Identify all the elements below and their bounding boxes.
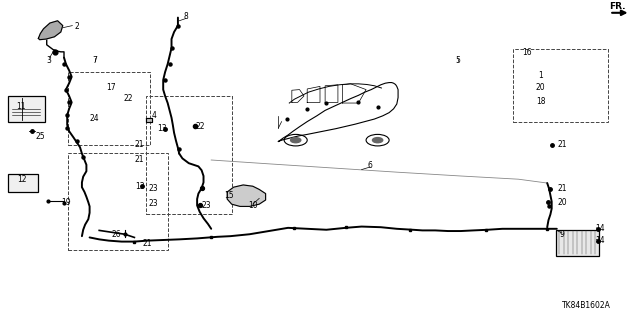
Text: 25: 25: [35, 132, 45, 141]
Polygon shape: [38, 21, 63, 40]
Text: 24: 24: [89, 114, 99, 123]
Text: 2: 2: [74, 22, 79, 31]
FancyBboxPatch shape: [556, 230, 599, 256]
Bar: [68, 72, 150, 145]
Text: 11: 11: [17, 102, 26, 111]
Text: 15: 15: [224, 191, 234, 200]
Text: TK84B1602A: TK84B1602A: [563, 301, 611, 310]
Text: 17: 17: [106, 83, 116, 92]
Text: 10: 10: [248, 201, 258, 210]
Text: 14: 14: [595, 236, 605, 245]
Text: 3: 3: [47, 56, 52, 65]
Text: 8: 8: [183, 12, 188, 21]
Text: 21: 21: [135, 140, 144, 149]
Text: 18: 18: [536, 97, 545, 106]
Text: 20: 20: [536, 83, 546, 92]
Text: 9: 9: [559, 230, 564, 239]
Text: 5: 5: [455, 56, 460, 65]
FancyBboxPatch shape: [8, 96, 45, 122]
Text: 1: 1: [538, 71, 543, 80]
Text: 13: 13: [157, 124, 167, 133]
Text: 21: 21: [557, 140, 566, 149]
Text: 21: 21: [557, 184, 566, 193]
Text: 19: 19: [61, 198, 71, 207]
Text: 21: 21: [135, 156, 144, 164]
Circle shape: [291, 138, 301, 143]
Text: 14: 14: [595, 224, 605, 233]
Text: 21: 21: [143, 239, 152, 248]
Text: 22: 22: [196, 122, 205, 131]
FancyBboxPatch shape: [8, 174, 38, 192]
Text: 23: 23: [202, 201, 212, 210]
Bar: [146, 96, 232, 214]
Text: 6: 6: [367, 161, 372, 170]
Text: 12: 12: [18, 175, 27, 184]
Polygon shape: [227, 185, 266, 206]
Text: 23: 23: [148, 184, 159, 193]
Text: 20: 20: [557, 198, 567, 207]
Circle shape: [372, 138, 383, 143]
Text: 22: 22: [124, 94, 132, 103]
Bar: [513, 49, 608, 122]
Text: 7: 7: [92, 56, 97, 65]
Text: 23: 23: [148, 199, 159, 208]
Polygon shape: [146, 118, 152, 122]
Text: 13: 13: [134, 182, 145, 191]
Text: FR.: FR.: [609, 2, 626, 11]
Text: 26: 26: [111, 230, 122, 239]
Text: 4: 4: [151, 111, 156, 120]
Bar: [68, 153, 168, 250]
Text: 16: 16: [522, 48, 532, 57]
